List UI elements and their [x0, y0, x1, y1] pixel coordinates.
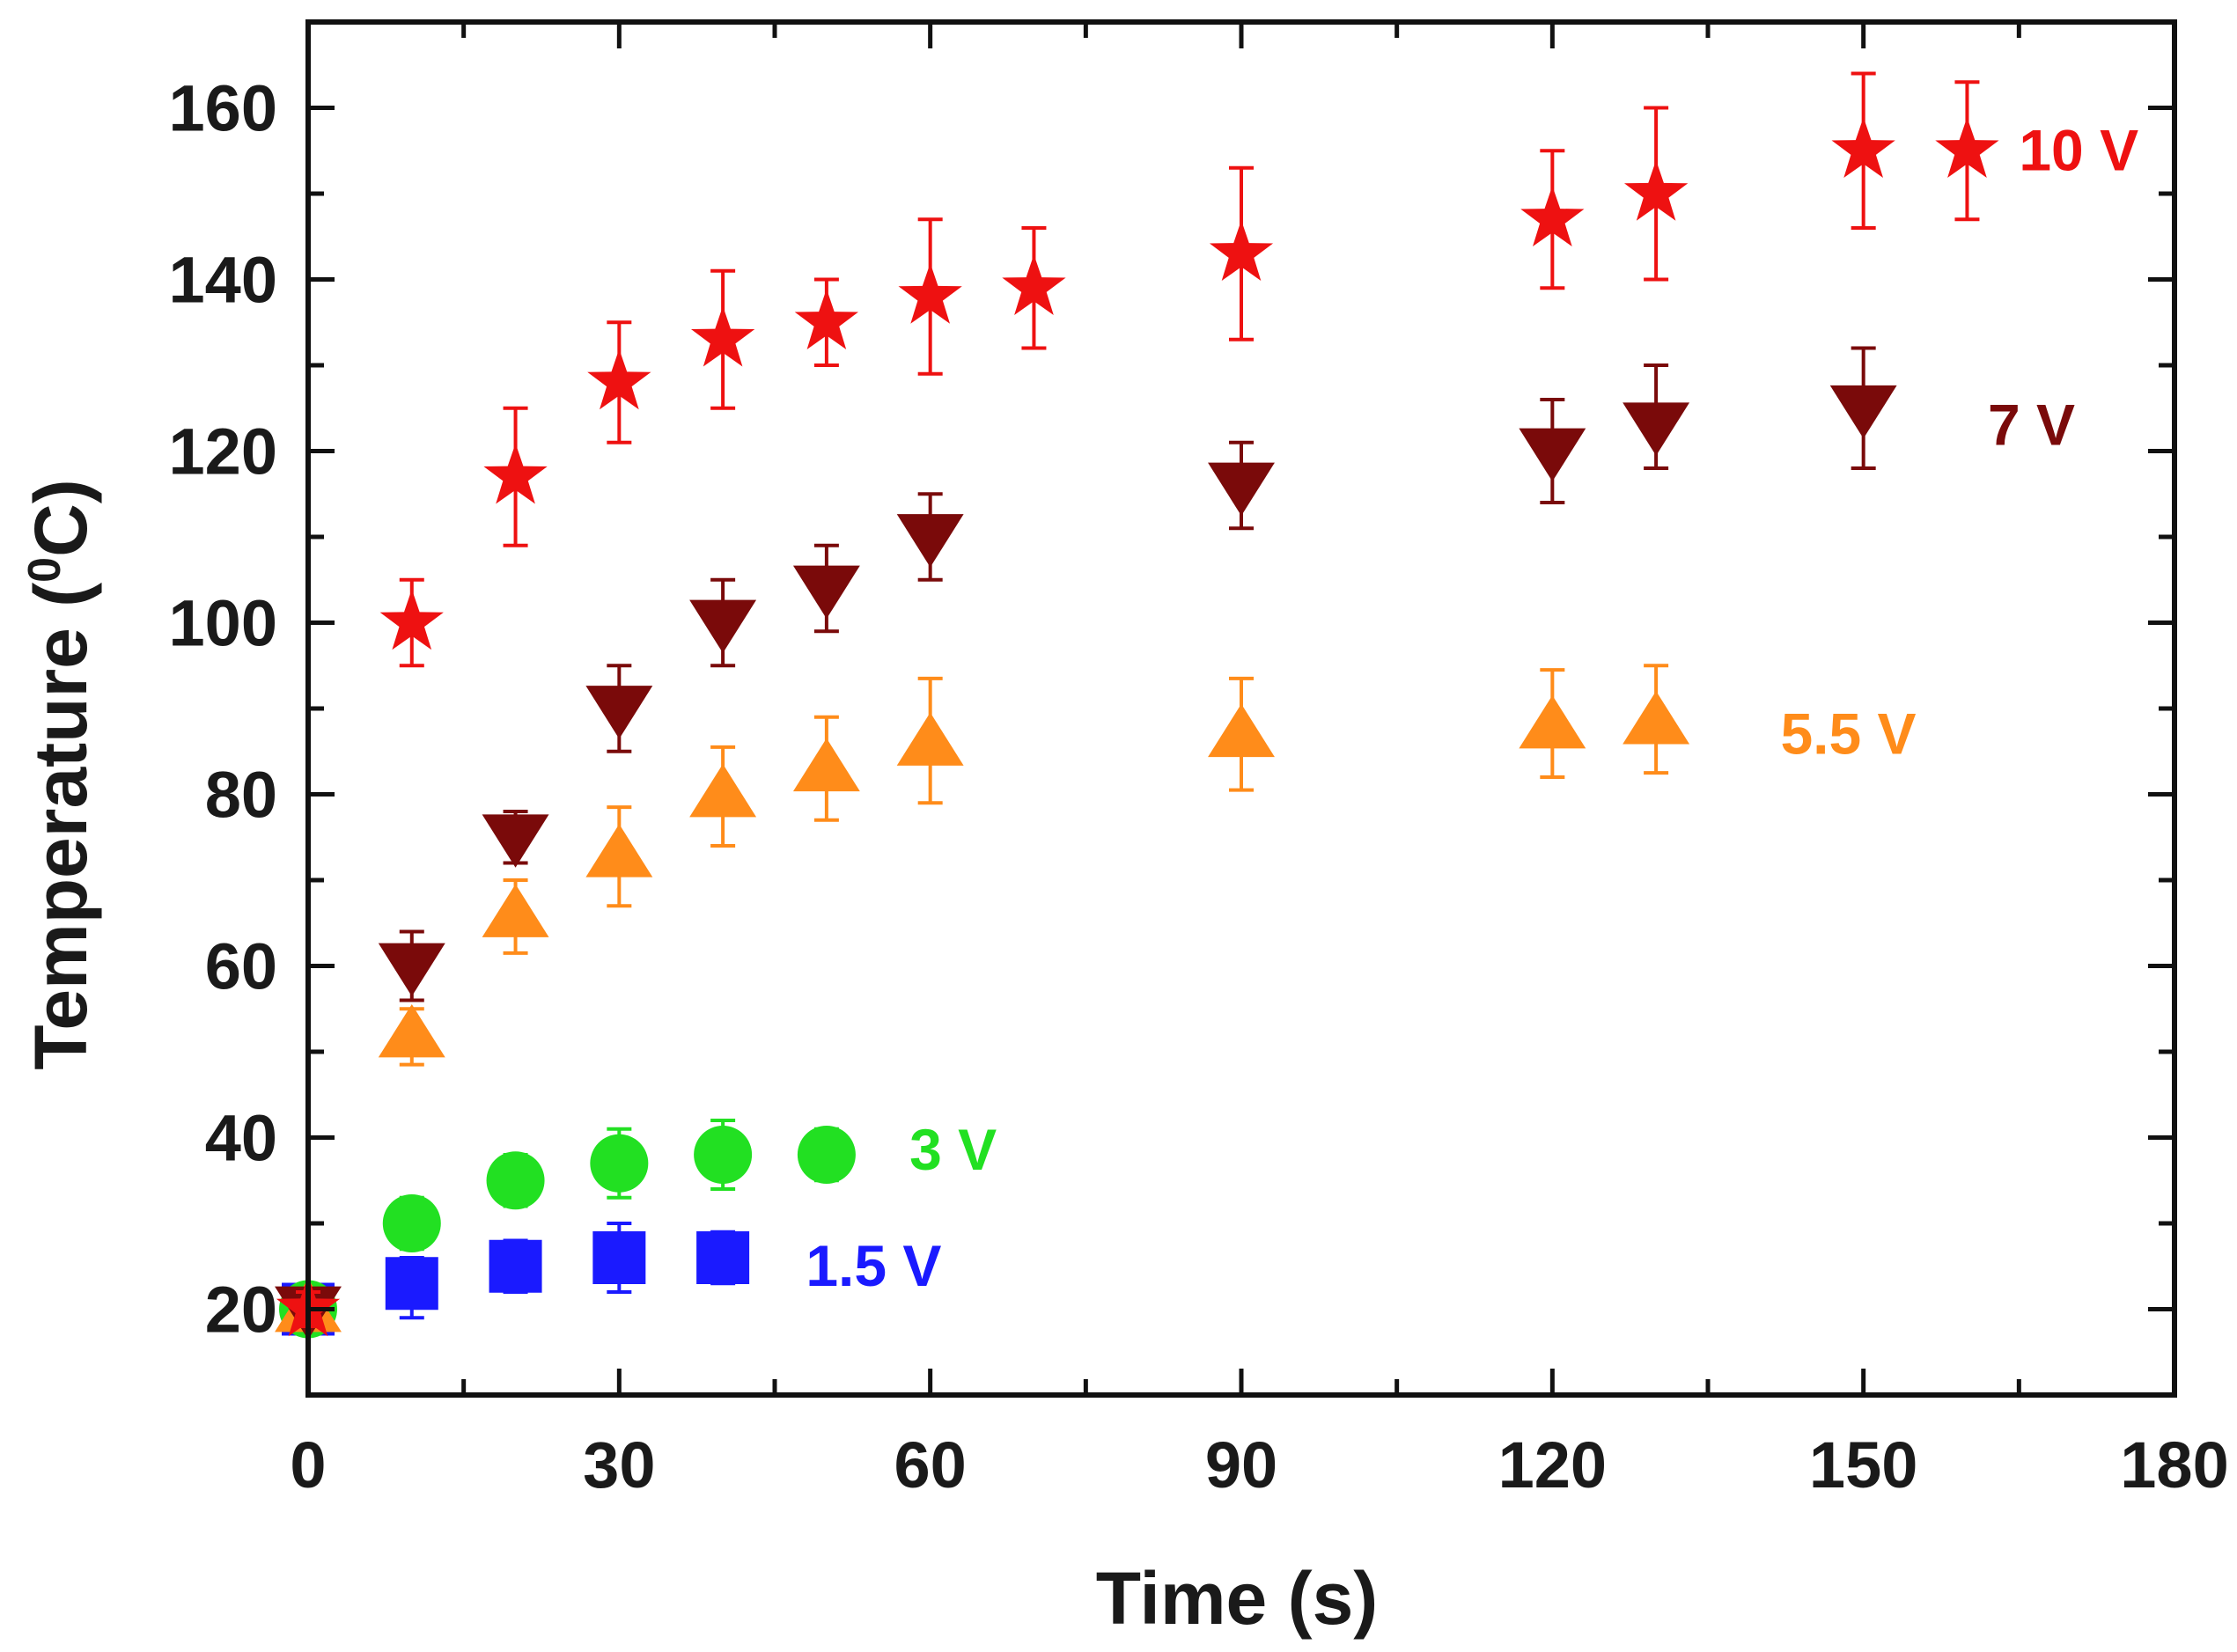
- data-point: [1935, 117, 1999, 178]
- data-point: [378, 943, 445, 996]
- y-tick-label: 120: [169, 415, 277, 488]
- x-tick-label: 150: [1809, 1428, 1917, 1501]
- data-point: [792, 565, 860, 619]
- data-point: [585, 686, 653, 739]
- data-point: [1208, 703, 1275, 758]
- data-point: [1209, 220, 1274, 281]
- data-point: [1623, 691, 1690, 745]
- data-point: [792, 738, 860, 792]
- series-7-v: 7 V: [275, 346, 2075, 1340]
- series-label: 5.5 V: [1780, 701, 1916, 766]
- series-1-5-v: 1.5 V: [282, 1222, 941, 1336]
- data-point: [689, 764, 757, 818]
- x-tick-label: 90: [1205, 1428, 1277, 1501]
- data-point: [590, 1134, 649, 1193]
- data-point: [1831, 117, 1895, 178]
- x-tick-label: 0: [290, 1428, 326, 1501]
- x-tick-label: 120: [1498, 1428, 1607, 1501]
- data-point: [483, 443, 548, 504]
- data-point: [378, 1004, 445, 1058]
- x-tick-label: 60: [894, 1428, 967, 1501]
- y-axis-title-prefix: Temperature (: [19, 583, 102, 1070]
- y-tick-label: 100: [169, 587, 277, 660]
- data-point: [585, 824, 653, 877]
- data-point: [482, 814, 549, 868]
- data-point: [1623, 402, 1690, 456]
- y-tick-label: 60: [205, 930, 277, 1003]
- y-tick-label: 160: [169, 72, 277, 145]
- data-point: [1208, 462, 1275, 516]
- data-point: [1520, 186, 1585, 246]
- data-point: [587, 349, 651, 410]
- data-point: [379, 589, 444, 650]
- series-label: 1.5 V: [806, 1233, 941, 1298]
- data-point: [592, 1231, 646, 1284]
- series-5-5-v: 5.5 V: [275, 664, 1917, 1333]
- y-tick-label: 20: [205, 1274, 277, 1347]
- series-label: 7 V: [1988, 392, 2075, 457]
- series-10-v: 10 V: [276, 71, 2138, 1337]
- axes: 0 30 60 90 120 150 180 20 40 60 80 100 120 140 160: [169, 19, 2229, 1501]
- data-point: [691, 305, 755, 367]
- y-axis-title-suffix: C): [19, 479, 102, 557]
- data-point: [896, 514, 964, 568]
- data-point: [1002, 254, 1066, 315]
- data-point: [797, 1126, 856, 1184]
- data-point: [1829, 385, 1897, 439]
- data-point: [385, 1257, 438, 1311]
- data-point: [1519, 695, 1586, 749]
- data-point: [689, 599, 757, 653]
- data-point: [1624, 160, 1689, 221]
- data-point: [896, 712, 964, 766]
- x-tick-label: 180: [2120, 1428, 2228, 1501]
- data-point: [694, 1126, 753, 1184]
- data-marks: 1.5 V 3 V 5.5 V 7 V 10 V: [275, 71, 2138, 1340]
- y-axis-title-superscript: 0: [19, 557, 70, 583]
- y-axis-title: Temperature (0C): [19, 479, 102, 1069]
- data-point: [489, 1239, 542, 1293]
- series-label: 10 V: [2019, 117, 2138, 182]
- y-tick-label: 140: [169, 244, 277, 317]
- data-point: [794, 289, 858, 349]
- y-tick-label: 80: [205, 759, 277, 832]
- x-tick-label: 30: [583, 1428, 655, 1501]
- y-tick-label: 40: [205, 1102, 277, 1175]
- data-point: [696, 1231, 750, 1284]
- data-point: [486, 1151, 545, 1210]
- data-point: [898, 263, 962, 324]
- data-point: [1519, 428, 1586, 481]
- data-point: [482, 884, 549, 937]
- series-label: 3 V: [909, 1117, 997, 1182]
- data-point: [382, 1194, 441, 1252]
- x-axis-title: Time (s): [1096, 1557, 1379, 1640]
